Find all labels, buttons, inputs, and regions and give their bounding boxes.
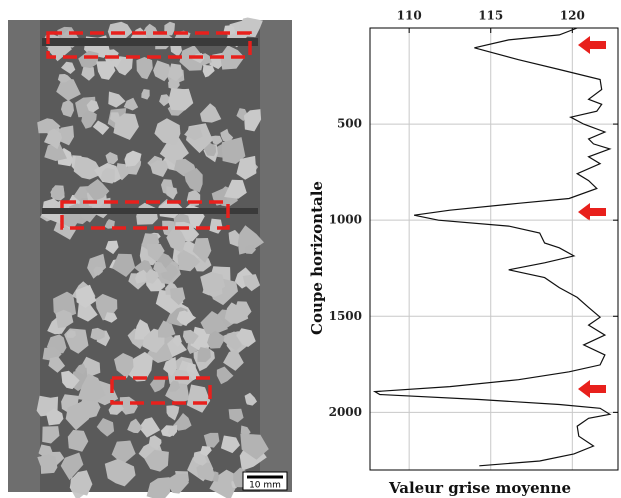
y-tick-label: 1500 xyxy=(329,309,362,323)
y-axis-title: Coupe horizontale xyxy=(308,181,326,335)
x-tick-label: 115 xyxy=(478,9,503,23)
x-tick-label: 120 xyxy=(560,9,585,23)
figure: 10 mm Valeur grise moyenne Coupe horizon… xyxy=(0,0,621,498)
scale-label: 10 mm xyxy=(249,481,281,491)
arrow xyxy=(578,203,606,221)
arrows xyxy=(578,36,606,398)
layer-joint xyxy=(42,38,258,46)
y-tick-label: 2000 xyxy=(329,405,362,419)
ct-image: 10 mm xyxy=(8,18,292,498)
arrow xyxy=(578,380,606,398)
image-border-left xyxy=(8,20,40,492)
y-tick-label: 500 xyxy=(337,117,362,131)
plot-frame xyxy=(370,28,618,470)
profile-line xyxy=(375,28,610,466)
x-tick-label: 110 xyxy=(397,9,422,23)
layer-joint xyxy=(42,208,258,214)
x-axis-title: Valeur grise moyenne xyxy=(388,479,571,497)
image-border-right xyxy=(260,20,292,492)
y-tick-label: 1000 xyxy=(329,213,362,227)
arrow xyxy=(578,36,606,54)
